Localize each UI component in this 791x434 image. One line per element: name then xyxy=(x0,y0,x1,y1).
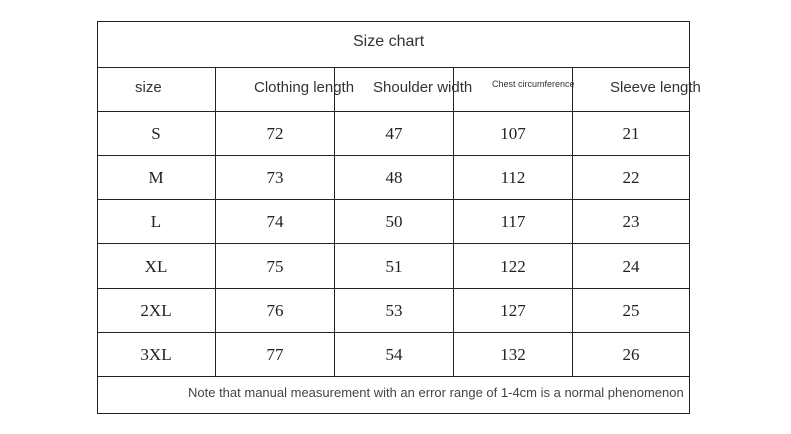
divider xyxy=(453,67,454,376)
table-cell: 117 xyxy=(500,212,526,232)
divider xyxy=(97,199,690,200)
table-cell: 107 xyxy=(500,124,526,143)
divider xyxy=(97,288,690,289)
table-cell: S xyxy=(151,124,161,143)
table-cell: 132 xyxy=(500,345,526,364)
header-sleeve-length: Sleeve length xyxy=(610,79,701,96)
table-cell: 54 xyxy=(385,345,403,364)
table-cell: 22 xyxy=(622,168,640,188)
table-cell: 74 xyxy=(266,212,284,232)
divider xyxy=(215,67,216,376)
divider xyxy=(97,243,690,244)
table-cell: 2XL xyxy=(140,300,172,320)
table-cell: 21 xyxy=(622,124,640,143)
table-cell: 25 xyxy=(622,300,640,320)
table-cell: 127 xyxy=(500,300,526,320)
table-cell: 53 xyxy=(385,300,403,320)
header-clothing-length: Clothing length xyxy=(254,79,355,96)
header-shoulder-width: Shoulder width xyxy=(373,79,473,96)
divider xyxy=(572,67,573,376)
table-cell: XL xyxy=(144,256,168,276)
table-cell: 47 xyxy=(385,124,403,143)
header-chest-circumference: Chest circumference xyxy=(492,79,575,89)
table-cell: 50 xyxy=(385,212,403,232)
table-cell: 48 xyxy=(385,168,403,188)
divider xyxy=(97,332,690,333)
measurement-note: Note that manual measurement with an err… xyxy=(188,385,684,400)
table-cell: 26 xyxy=(622,345,640,364)
size-chart-table xyxy=(97,21,690,414)
header-size: size xyxy=(135,79,162,96)
table-cell: 23 xyxy=(622,212,640,232)
table-cell: 51 xyxy=(385,256,403,276)
table-cell: 112 xyxy=(500,168,526,188)
table-cell: 76 xyxy=(266,300,284,320)
table-cell: 24 xyxy=(622,256,640,276)
divider xyxy=(97,376,690,377)
table-cell: 72 xyxy=(266,124,284,143)
divider xyxy=(334,67,335,376)
divider xyxy=(97,111,690,112)
table-cell: 3XL xyxy=(140,345,172,364)
divider xyxy=(97,67,690,68)
table-cell: L xyxy=(150,212,162,232)
table-cell: 73 xyxy=(266,168,284,188)
table-cell: 122 xyxy=(500,256,526,276)
divider xyxy=(97,155,690,156)
table-cell: 77 xyxy=(266,345,284,364)
table-cell: 75 xyxy=(266,256,284,276)
table-cell: M xyxy=(148,168,164,188)
table-title: Size chart xyxy=(353,33,425,50)
